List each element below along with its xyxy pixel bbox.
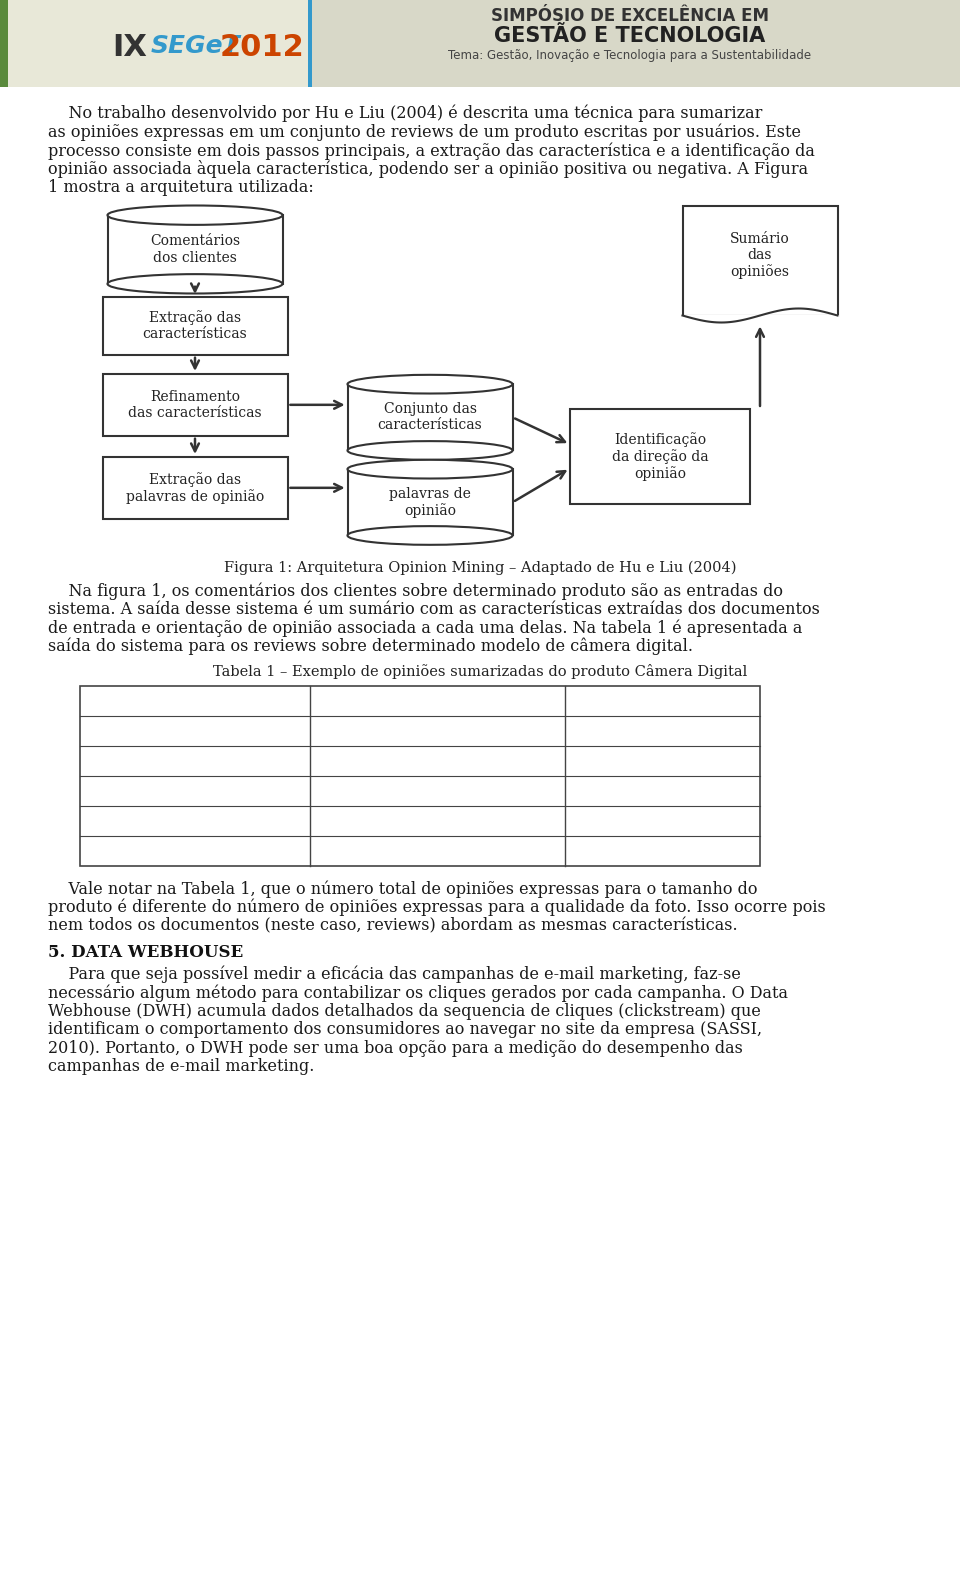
Text: 2010). Portanto, o DWH pode ser uma boa opção para a medição do desempenho das: 2010). Portanto, o DWH pode ser uma boa … [48, 1040, 743, 1058]
Ellipse shape [108, 205, 282, 225]
Text: Comentários
dos clientes: Comentários dos clientes [150, 235, 240, 265]
Text: SIMPÓSIO DE EXCELÊNCIA EM: SIMPÓSIO DE EXCELÊNCIA EM [491, 6, 769, 25]
Ellipse shape [108, 275, 282, 294]
Text: 10: 10 [653, 845, 672, 859]
Text: 134: 134 [649, 815, 677, 829]
Text: opinião associada àquela característica, podendo ser a opinião positiva ou negat: opinião associada àquela característica,… [48, 160, 808, 178]
Text: palavras de
opinião: palavras de opinião [389, 486, 471, 518]
FancyBboxPatch shape [0, 0, 8, 87]
FancyBboxPatch shape [103, 297, 287, 354]
Text: Qualidade da foto: Qualidade da foto [129, 694, 261, 708]
Text: Na figura 1, os comentários dos clientes sobre determinado produto são as entrad: Na figura 1, os comentários dos clientes… [48, 583, 783, 600]
Text: SEGeT: SEGeT [150, 33, 240, 59]
Text: de entrada e orientação de opinião associada a cada uma delas. Na tabela 1 é apr: de entrada e orientação de opinião assoc… [48, 619, 803, 637]
Text: Identificação
da direção da
opinião: Identificação da direção da opinião [612, 432, 708, 481]
Text: processo consiste em dois passos principais, a extração das característica e a i: processo consiste em dois passos princip… [48, 141, 815, 159]
Text: produto é diferente do número de opiniões expressas para a qualidade da foto. Is: produto é diferente do número de opiniõe… [48, 899, 826, 916]
FancyBboxPatch shape [348, 468, 513, 535]
Text: nem todos os documentos (neste caso, reviews) abordam as mesmas características.: nem todos os documentos (neste caso, rev… [48, 918, 737, 934]
FancyBboxPatch shape [310, 0, 960, 87]
Text: 6: 6 [658, 754, 667, 769]
Text: Webhouse (DWH) acumula dados detalhados da sequencia de cliques (clickstream) qu: Webhouse (DWH) acumula dados detalhados … [48, 1004, 761, 1019]
Text: Para que seja possível medir a eficácia das campanhas de e-mail marketing, faz-s: Para que seja possível medir a eficácia … [48, 966, 741, 983]
Ellipse shape [348, 441, 513, 461]
Text: as opiniões expressas em um conjunto de reviews de um produto escritas por usuár: as opiniões expressas em um conjunto de … [48, 124, 801, 141]
Text: 5. DATA WEBHOUSE: 5. DATA WEBHOUSE [48, 943, 243, 961]
Text: Vale notar na Tabela 1, que o número total de opiniões expressas para o tamanho : Vale notar na Tabela 1, que o número tot… [48, 880, 757, 897]
Ellipse shape [348, 461, 513, 478]
Text: Conjunto das
características: Conjunto das características [377, 402, 482, 432]
Text: Tamanho: Tamanho [161, 784, 228, 799]
Text: Negativo:: Negativo: [401, 845, 473, 859]
FancyBboxPatch shape [308, 0, 312, 87]
Text: 253: 253 [649, 724, 677, 738]
Text: Negativo:: Negativo: [401, 754, 473, 769]
Text: IX: IX [112, 33, 148, 62]
Ellipse shape [348, 526, 513, 545]
Text: Positivo:: Positivo: [406, 815, 469, 829]
Text: Extração das
características: Extração das características [143, 310, 248, 341]
FancyBboxPatch shape [0, 0, 960, 87]
FancyBboxPatch shape [108, 216, 282, 284]
Text: Positivo:: Positivo: [406, 724, 469, 738]
Text: campanhas de e-mail marketing.: campanhas de e-mail marketing. [48, 1059, 314, 1075]
Ellipse shape [348, 375, 513, 394]
Text: Sumário
das
opiniões: Sumário das opiniões [731, 232, 790, 279]
Text: No trabalho desenvolvido por Hu e Liu (2004) é descrita uma técnica para sumariz: No trabalho desenvolvido por Hu e Liu (2… [48, 105, 762, 122]
Text: Extração das
palavras de opinião: Extração das palavras de opinião [126, 472, 264, 503]
Text: sistema. A saída desse sistema é um sumário com as características extraídas dos: sistema. A saída desse sistema é um sumá… [48, 600, 820, 618]
FancyBboxPatch shape [682, 314, 838, 324]
Text: Figura 1: Arquitetura Opinion Mining – Adaptado de Hu e Liu (2004): Figura 1: Arquitetura Opinion Mining – A… [224, 561, 736, 575]
FancyBboxPatch shape [570, 408, 750, 503]
FancyBboxPatch shape [348, 384, 513, 451]
Text: identificam o comportamento dos consumidores ao navegar no site da empresa (SASS: identificam o comportamento dos consumid… [48, 1021, 762, 1039]
Text: Tema: Gestão, Inovação e Tecnologia para a Sustentabilidade: Tema: Gestão, Inovação e Tecnologia para… [448, 49, 811, 62]
Text: Tabela 1 – Exemplo de opiniões sumarizadas do produto Câmera Digital: Tabela 1 – Exemplo de opiniões sumarizad… [213, 664, 747, 680]
Text: necessário algum método para contabilizar os cliques gerados por cada campanha. : necessário algum método para contabiliza… [48, 985, 788, 1002]
FancyBboxPatch shape [80, 686, 760, 867]
Text: 1 mostra a arquitetura utilizada:: 1 mostra a arquitetura utilizada: [48, 179, 314, 195]
FancyBboxPatch shape [103, 373, 287, 435]
Text: GESTÃO E TECNOLOGIA: GESTÃO E TECNOLOGIA [494, 25, 766, 46]
FancyBboxPatch shape [103, 457, 287, 519]
Text: 2012: 2012 [220, 33, 304, 62]
Text: saída do sistema para os reviews sobre determinado modelo de câmera digital.: saída do sistema para os reviews sobre d… [48, 638, 693, 656]
Text: Refinamento
das características: Refinamento das características [129, 389, 262, 419]
FancyBboxPatch shape [683, 205, 837, 316]
